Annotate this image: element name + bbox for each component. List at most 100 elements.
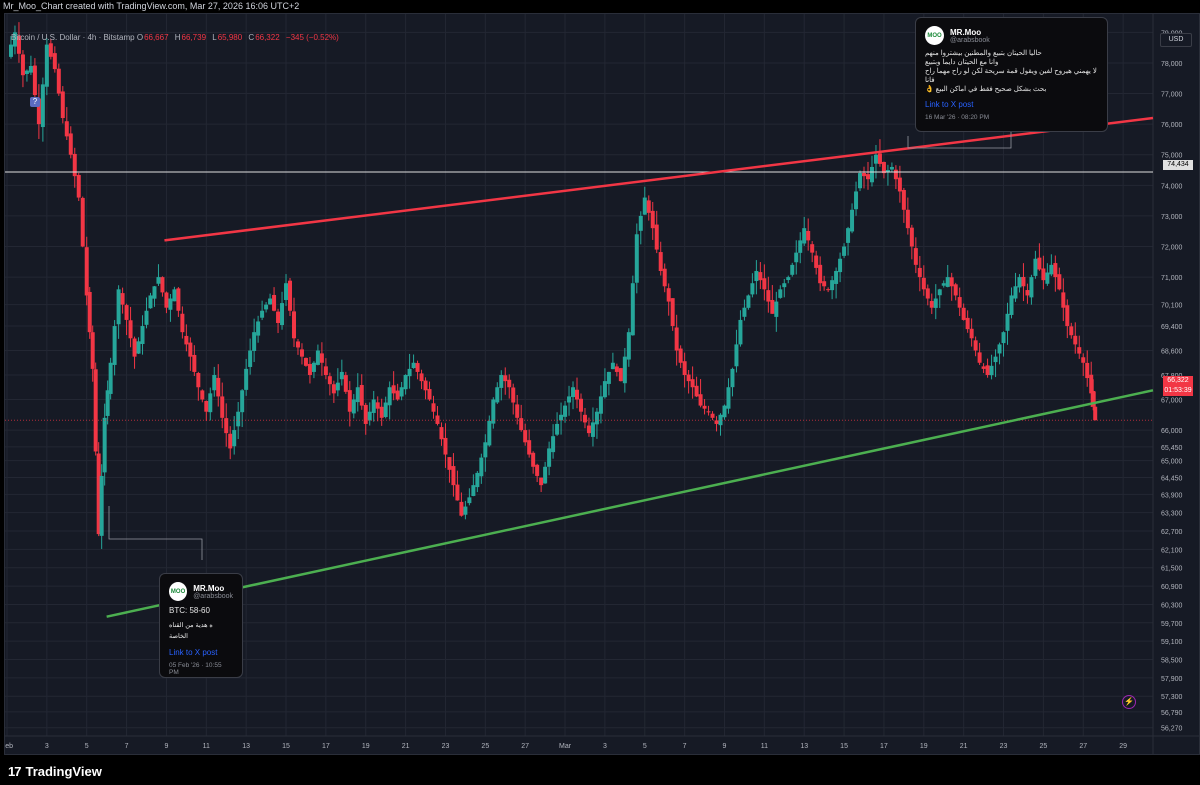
tradingview-logo[interactable]: 17 TradingView <box>8 764 102 779</box>
y-tick-label: 57,900 <box>1161 676 1183 683</box>
low-value: 65,980 <box>217 33 243 42</box>
candle-body <box>507 379 512 388</box>
candle-body <box>423 380 428 391</box>
candle-body <box>961 307 966 320</box>
candle-body <box>102 417 107 473</box>
candle-body <box>754 270 759 282</box>
y-tick-label: 65,450 <box>1161 445 1183 452</box>
candle-body <box>694 385 699 397</box>
x-post-card-bottom[interactable]: MOO MR.Moo @arabsbook BTC: 58-60 ه هدية … <box>159 573 243 678</box>
y-tick-label: 74,000 <box>1161 183 1183 190</box>
candle-body <box>582 414 587 423</box>
candle-body <box>311 362 316 372</box>
candle-body <box>475 472 480 488</box>
x-tick-label: 25 <box>1039 743 1047 750</box>
x-post-card-top[interactable]: MOO MR.Moo @arabsbook حاليا الحيتان بتبي… <box>915 17 1108 132</box>
candle-body <box>722 405 727 418</box>
candle-body <box>567 396 572 403</box>
event-marker[interactable]: ? <box>30 97 40 107</box>
candle-body <box>511 387 516 403</box>
candle-body <box>439 427 444 440</box>
candle-body <box>638 215 643 231</box>
y-tick-label: 70,100 <box>1161 303 1183 310</box>
candle-body <box>168 298 173 310</box>
x-tick-label: 7 <box>125 743 129 750</box>
lightning-icon[interactable]: ⚡ <box>1122 695 1136 709</box>
candle-body <box>973 340 978 351</box>
candle-body <box>491 399 496 424</box>
candle-body <box>622 356 627 384</box>
candle-body <box>846 228 851 243</box>
chart-panel[interactable]: 56,270 56,790 57,300 57,900 58,500 59,100 59,7… <box>4 13 1200 756</box>
candle-body <box>873 154 878 164</box>
candle-body <box>132 338 137 357</box>
candle-body <box>128 320 133 339</box>
y-tick-label: 58,500 <box>1161 658 1183 665</box>
candle-body <box>276 311 281 323</box>
candle-body <box>503 375 508 382</box>
candle-body <box>68 133 73 155</box>
candle-body <box>865 174 870 180</box>
candle-body <box>989 365 994 376</box>
candle-body <box>1009 295 1014 315</box>
candle-body <box>547 448 552 467</box>
y-tick-label: 66,000 <box>1161 428 1183 435</box>
candle-body <box>770 300 775 314</box>
candle-body <box>371 399 376 413</box>
candle-body <box>738 319 743 345</box>
high-label: H <box>174 33 181 42</box>
price-chart[interactable]: 56,270 56,790 57,300 57,900 58,500 59,100 59,7… <box>5 14 1200 756</box>
candle-body <box>929 301 934 308</box>
x-tick-label: 17 <box>322 743 330 750</box>
x-tick-label: 5 <box>643 743 647 750</box>
candle-body <box>897 177 902 192</box>
candle-body <box>578 398 583 412</box>
candle-body <box>299 349 304 357</box>
post-handle: @arabsbook <box>193 592 233 600</box>
candle-body <box>375 402 380 409</box>
candle-body <box>718 414 723 426</box>
candle-body <box>323 366 328 375</box>
candle-body <box>862 173 867 177</box>
post-link[interactable]: Link to X post <box>925 100 974 109</box>
candle-body <box>674 327 679 351</box>
candle-body <box>140 326 145 344</box>
candle-body <box>742 307 747 317</box>
candle-body <box>555 423 560 435</box>
candle-body <box>427 389 432 400</box>
candle-body <box>451 466 456 486</box>
candle-body <box>291 311 296 339</box>
candle-body <box>678 348 683 363</box>
level-price-badge: 74,434 <box>1163 160 1193 170</box>
y-tick-label: 68,600 <box>1161 349 1183 356</box>
candle-body <box>670 298 675 327</box>
candle-body <box>814 255 819 268</box>
post-line: حاليا الحيتان بتبيع والمطنين بيشتروا منه… <box>925 50 1042 57</box>
axes: 56,270 56,790 57,300 57,900 58,500 59,100 59,7… <box>5 14 1200 756</box>
candle-body <box>1091 391 1096 407</box>
candle-body <box>80 197 85 247</box>
y-tick-label: 78,000 <box>1161 61 1183 68</box>
candle-body <box>543 466 548 484</box>
currency-button[interactable]: USD <box>1160 33 1192 47</box>
candle-body <box>925 288 930 299</box>
candle-body <box>889 166 894 170</box>
candle-body <box>483 442 488 458</box>
candle-body <box>495 387 500 403</box>
candle-body <box>280 303 285 326</box>
y-tick-label: 56,270 <box>1161 726 1183 733</box>
post-line: ه هدية من القناه الخاصة <box>169 622 213 640</box>
candle-body <box>395 390 400 400</box>
candle-body <box>666 288 671 302</box>
candle-body <box>650 210 655 229</box>
candle-body <box>563 405 568 417</box>
candle-body <box>949 277 954 287</box>
post-link[interactable]: Link to X post <box>169 648 218 657</box>
candle-body <box>877 153 882 164</box>
candle-body <box>411 362 416 369</box>
candle-body <box>977 352 982 363</box>
candle-body <box>99 475 104 536</box>
brand-name: TradingView <box>25 764 102 779</box>
candle-body <box>1089 374 1094 394</box>
candle-body <box>953 284 958 296</box>
